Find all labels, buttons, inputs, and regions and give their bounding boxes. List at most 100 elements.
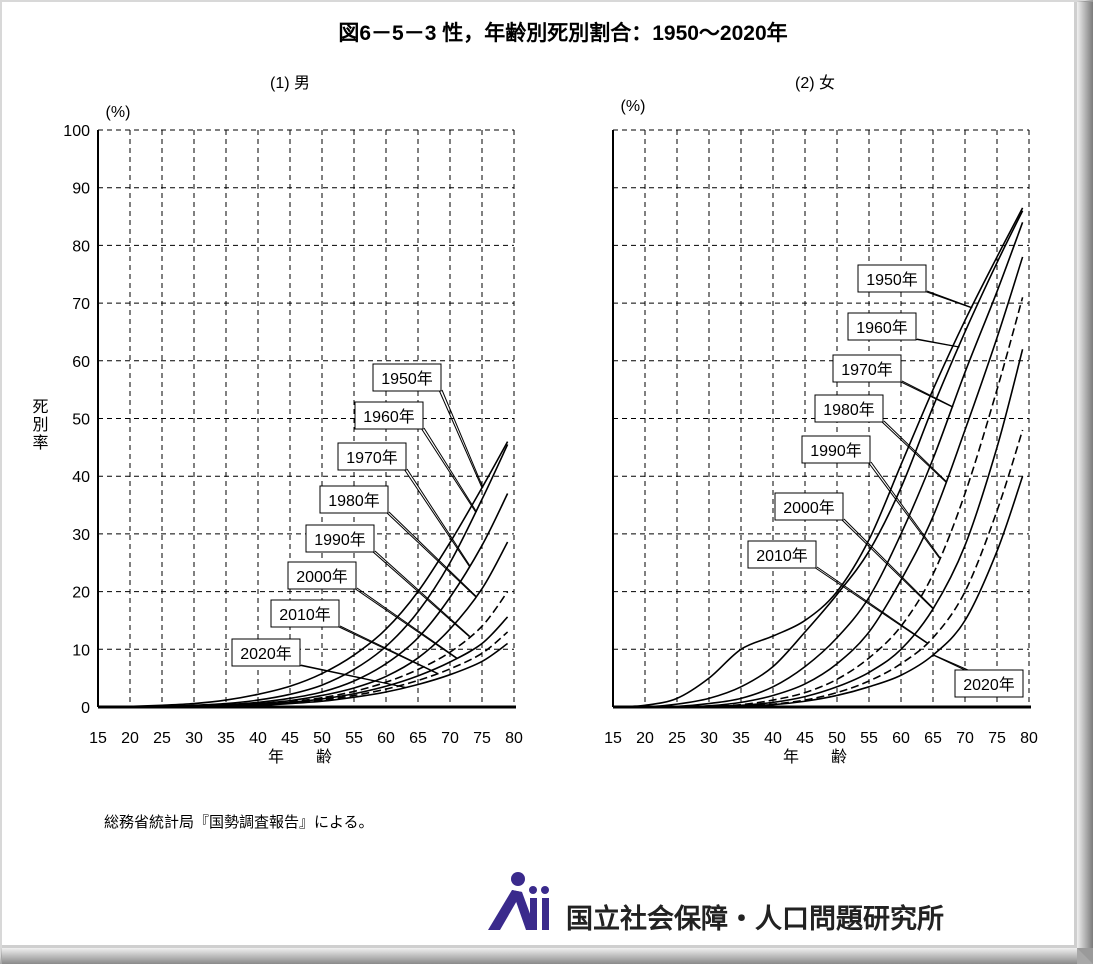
figure-title: 図6－5－3 性，年齢別死別割合：1950～2020年 [338, 21, 787, 45]
y-tick-label: 100 [63, 123, 90, 140]
y-tick-label: 40 [72, 469, 90, 486]
series-label: 1960年 [856, 319, 908, 337]
leader-line [420, 427, 477, 513]
x-tick-label: 20 [121, 730, 139, 747]
series-line-1960 [612, 210, 1024, 709]
leader-line [339, 625, 439, 674]
leader-line [371, 550, 470, 637]
series-label-box [287, 561, 357, 590]
series-label-box [270, 599, 340, 628]
leader-line [336, 625, 438, 674]
series-label: 1990年 [810, 442, 862, 460]
series-label-box [832, 354, 902, 383]
series-label-box [954, 669, 1024, 698]
series-label-box [319, 485, 389, 514]
leader-line [374, 550, 471, 637]
x-tick-label: 65 [409, 730, 427, 747]
series-label-box [774, 492, 844, 521]
leader-line [385, 511, 476, 598]
series-label: 2010年 [279, 606, 331, 624]
series-label: 1980年 [823, 401, 875, 419]
x-tick-label: 65 [924, 730, 942, 747]
series-line-1980 [613, 256, 1024, 708]
x-axis-label-female: 年 齢 [783, 748, 847, 766]
x-tick-label: 70 [956, 730, 974, 747]
leader-line [883, 420, 948, 483]
series-label: 2020年 [963, 676, 1015, 694]
x-tick-label: 80 [505, 730, 523, 747]
logo: 国立社会保障・人口問題研究所 [488, 872, 944, 934]
series-line-2000 [98, 616, 509, 708]
series-label: 1970年 [841, 361, 893, 379]
series-label-box [354, 401, 424, 430]
x-tick-label: 35 [732, 730, 750, 747]
series-label: 1980年 [328, 492, 380, 510]
x-tick-label: 70 [441, 730, 459, 747]
x-tick-label: 15 [604, 730, 622, 747]
leader-line [843, 518, 935, 610]
leader-line [880, 420, 947, 483]
leader-line [423, 427, 478, 513]
chart-title-female: (2) 女 [795, 73, 835, 92]
series-label-box [857, 264, 927, 293]
leader-line [870, 461, 941, 559]
y-tick-label: 70 [72, 296, 90, 313]
leader-line [353, 587, 457, 659]
leader-line [441, 389, 484, 488]
leader-line [438, 389, 483, 488]
x-tick-label: 50 [828, 730, 846, 747]
leader-line [932, 654, 966, 671]
chart-female: 15 20 25 30 35 40 45 50 55 60 65 70 75 80 1950年 1960年 19… [604, 129, 1038, 747]
y-axis-label: 死別率 [30, 398, 49, 452]
x-tick-label: 60 [377, 730, 395, 747]
chart-male: 15 20 25 30 35 40 45 50 55 60 65 70 75 80 0 10 20 30 40 50 6… [63, 123, 523, 747]
series-label: 1960年 [363, 408, 415, 426]
series-label: 2000年 [783, 499, 835, 517]
series-line-1950 [97, 441, 509, 708]
x-tick-label: 35 [217, 730, 235, 747]
leader-line [388, 511, 477, 598]
y-unit-female: (%) [621, 98, 646, 115]
x-tick-label: 55 [860, 730, 878, 747]
leader-line [813, 566, 927, 644]
series-label: 2010年 [756, 547, 808, 565]
leader-line [926, 290, 973, 309]
series-label: 1950年 [381, 370, 433, 388]
series-line-2020 [613, 475, 1024, 708]
x-tick-label: 25 [153, 730, 171, 747]
x-tick-label: 20 [636, 730, 654, 747]
y-tick-label: 30 [72, 527, 90, 544]
x-tick-label: 60 [892, 730, 910, 747]
source-note: 総務省統計局『国勢調査報告』による。 [104, 813, 374, 831]
logo-text: 国立社会保障・人口問題研究所 [566, 903, 944, 934]
logo-mark-icon [488, 872, 549, 930]
leader-line [300, 664, 407, 688]
series-label-box [305, 524, 375, 553]
y-tick-label: 50 [72, 412, 90, 429]
leader-line [403, 468, 470, 567]
leader-line [898, 380, 953, 408]
x-tick-label: 80 [1020, 730, 1038, 747]
x-tick-label: 50 [313, 730, 331, 747]
y-tick-label: 10 [72, 642, 90, 659]
x-tick-label: 40 [249, 730, 267, 747]
series-label-box [801, 435, 871, 464]
series-label-box [814, 394, 884, 423]
x-tick-label: 75 [988, 730, 1006, 747]
series-line-2010 [613, 429, 1024, 708]
y-tick-label: 80 [72, 238, 90, 255]
y-tick-label: 60 [72, 354, 90, 371]
series-line-1970 [612, 222, 1024, 708]
series-label-box [847, 312, 917, 341]
y-unit-male: (%) [106, 104, 131, 121]
x-tick-label: 40 [764, 730, 782, 747]
series-label-box [337, 442, 407, 471]
x-tick-label: 25 [668, 730, 686, 747]
leader-line [840, 518, 934, 610]
x-tick-label: 30 [185, 730, 203, 747]
leader-line [356, 587, 458, 659]
x-tick-label: 75 [473, 730, 491, 747]
series-label-box [747, 540, 817, 569]
